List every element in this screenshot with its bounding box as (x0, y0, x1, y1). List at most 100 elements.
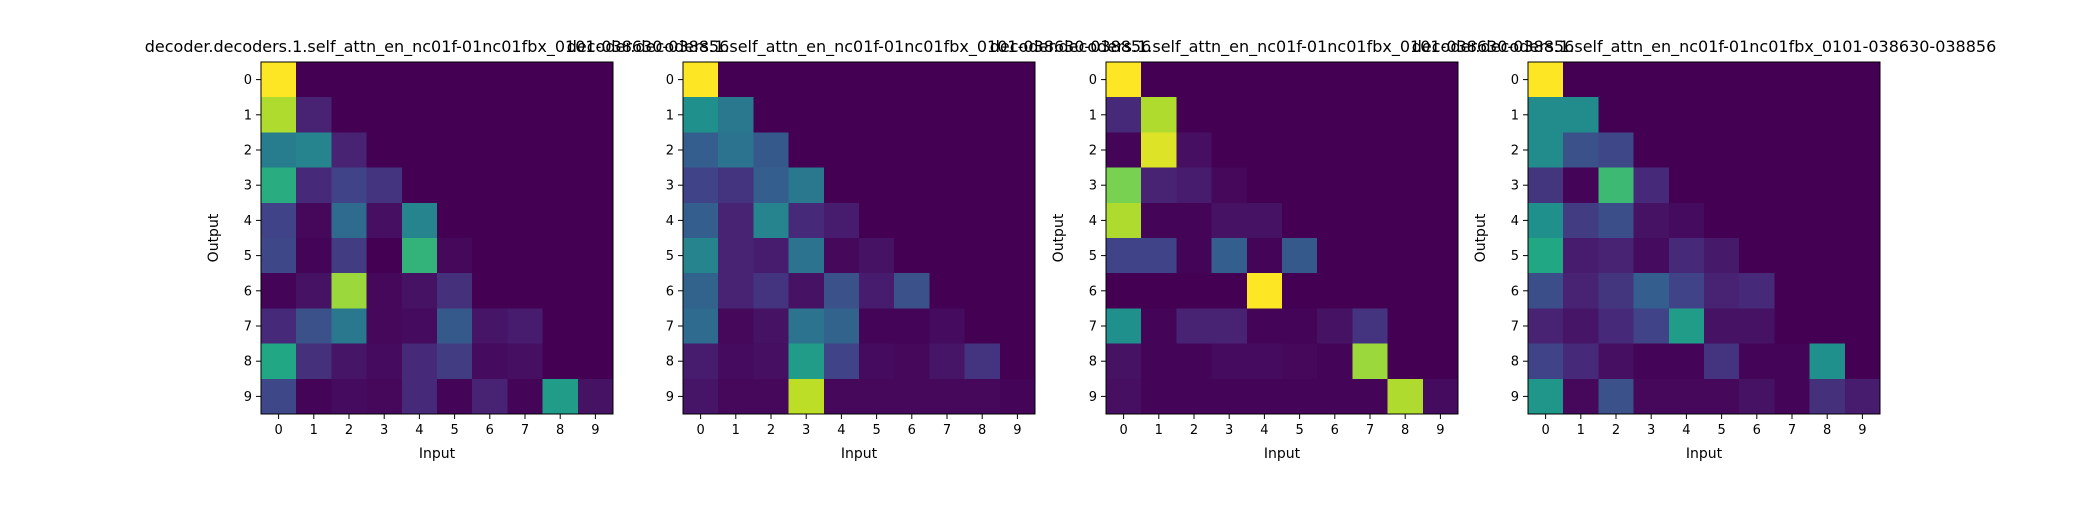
heatmap-cell (472, 378, 508, 415)
heatmap-cell (894, 62, 930, 98)
y-tick-label: 7 (1089, 320, 1097, 335)
heatmap-cell (1774, 202, 1810, 239)
heatmap-cell (472, 167, 508, 204)
heatmap-cell (507, 378, 543, 415)
heatmap-cell (1352, 378, 1388, 415)
heatmap-cell (1282, 238, 1318, 274)
heatmap-cell (1246, 132, 1283, 168)
heatmap-cell (437, 273, 473, 309)
heatmap-cell (1211, 308, 1248, 344)
heatmap-cell (1633, 132, 1670, 168)
x-tick-label: 0 (274, 423, 282, 438)
heatmap-cell (999, 62, 1036, 98)
y-tick-label: 5 (244, 249, 252, 264)
heatmap-cell (1563, 238, 1599, 274)
heatmap-cell (1528, 308, 1564, 344)
heatmap-cell (542, 378, 579, 415)
y-tick-label: 0 (1089, 73, 1097, 88)
heatmap-cell (1422, 238, 1459, 274)
heatmap-cell (1282, 167, 1318, 204)
heatmap-cell (718, 132, 754, 168)
heatmap-cell (472, 62, 508, 98)
heatmap-cell (1141, 273, 1177, 309)
heatmap-cell (296, 132, 332, 168)
x-tick-label: 4 (1682, 423, 1690, 438)
heatmap-cell (1317, 238, 1353, 274)
heatmap-cell (296, 97, 332, 133)
heatmap-cell (1352, 97, 1388, 133)
heatmap-cell (401, 273, 438, 309)
heatmap-cell (577, 273, 614, 309)
heatmap-cell (401, 97, 438, 133)
x-axis-label: Input (1686, 446, 1723, 462)
x-tick-label: 0 (1119, 423, 1127, 438)
heatmap-cell (999, 378, 1036, 415)
heatmap-cell (1739, 273, 1775, 309)
y-tick-label: 5 (666, 249, 674, 264)
heatmap-cell (331, 167, 367, 204)
x-tick-label: 6 (486, 423, 494, 438)
heatmap-cell (437, 167, 473, 204)
heatmap-cell (437, 97, 473, 133)
y-tick-label: 0 (666, 73, 674, 88)
heatmap-cell (261, 97, 297, 133)
y-tick-label: 8 (244, 355, 252, 370)
heatmap-cell (542, 167, 579, 204)
heatmap-cell (718, 308, 754, 344)
heatmap-cell (1176, 343, 1212, 380)
heatmap-cell (1211, 273, 1248, 309)
heatmap-cell (894, 238, 930, 274)
heatmap-cell (788, 62, 825, 98)
heatmap-cell (1282, 202, 1318, 239)
heatmap-cell (1809, 202, 1846, 239)
heatmap-cell (1387, 308, 1424, 344)
heatmap-cell (507, 167, 543, 204)
heatmap-cell (1282, 62, 1318, 98)
heatmap-cell (788, 202, 825, 239)
heatmap-cell (1176, 273, 1212, 309)
x-tick-label: 2 (1612, 423, 1620, 438)
heatmap-cell (1704, 167, 1740, 204)
x-tick-label: 6 (908, 423, 916, 438)
x-tick-label: 7 (943, 423, 951, 438)
heatmap-cell (472, 238, 508, 274)
heatmap-cell (964, 132, 1001, 168)
heatmap-cell (1106, 97, 1142, 133)
heatmap-cell (1106, 273, 1142, 309)
heatmap-cell (1809, 132, 1846, 168)
heatmap-cell (1106, 62, 1142, 98)
x-tick-label: 3 (802, 423, 810, 438)
heatmap-cell (1598, 167, 1634, 204)
heatmap-cell (683, 238, 719, 274)
heatmap-cell (1563, 308, 1599, 344)
heatmap-cell (472, 132, 508, 168)
heatmap-cell (1598, 97, 1634, 133)
heatmap-cell (472, 308, 508, 344)
heatmap-cell (683, 97, 719, 133)
x-tick-label: 7 (1788, 423, 1796, 438)
heatmap-cell (999, 167, 1036, 204)
heatmap-cell (366, 202, 403, 239)
heatmap-cell (753, 273, 789, 309)
heatmap-cell (718, 238, 754, 274)
heatmap-cell (401, 132, 438, 168)
heatmap-cell (1563, 132, 1599, 168)
heatmap-cell (1598, 132, 1634, 168)
heatmap-cell (1387, 62, 1424, 98)
heatmap-cell (331, 343, 367, 380)
heatmap-cell (753, 97, 789, 133)
heatmap-panel-2: 0 1 2 3 4 5 6 7 8 9 0 1 2 3 4 5 6 7 8 9 Input decoder.decoder… (567, 37, 1152, 462)
heatmap-panel-1: 0 1 2 3 4 5 6 7 8 9 0 1 2 3 4 5 6 7 8 9 Input Output decoder.d… (145, 37, 730, 462)
y-tick-label: 5 (1089, 249, 1097, 264)
heatmap-cell (1844, 343, 1881, 380)
y-tick-label: 4 (1089, 214, 1097, 229)
x-tick-label: 1 (732, 423, 740, 438)
heatmap-cell (929, 273, 965, 309)
heatmap-cell (542, 343, 579, 380)
y-axis-label: Output (1473, 213, 1489, 262)
heatmap-cell (1844, 132, 1881, 168)
y-tick-label: 8 (1511, 355, 1519, 370)
heatmap-cell (1844, 308, 1881, 344)
heatmap-cell (577, 62, 614, 98)
heatmap-cell (437, 202, 473, 239)
